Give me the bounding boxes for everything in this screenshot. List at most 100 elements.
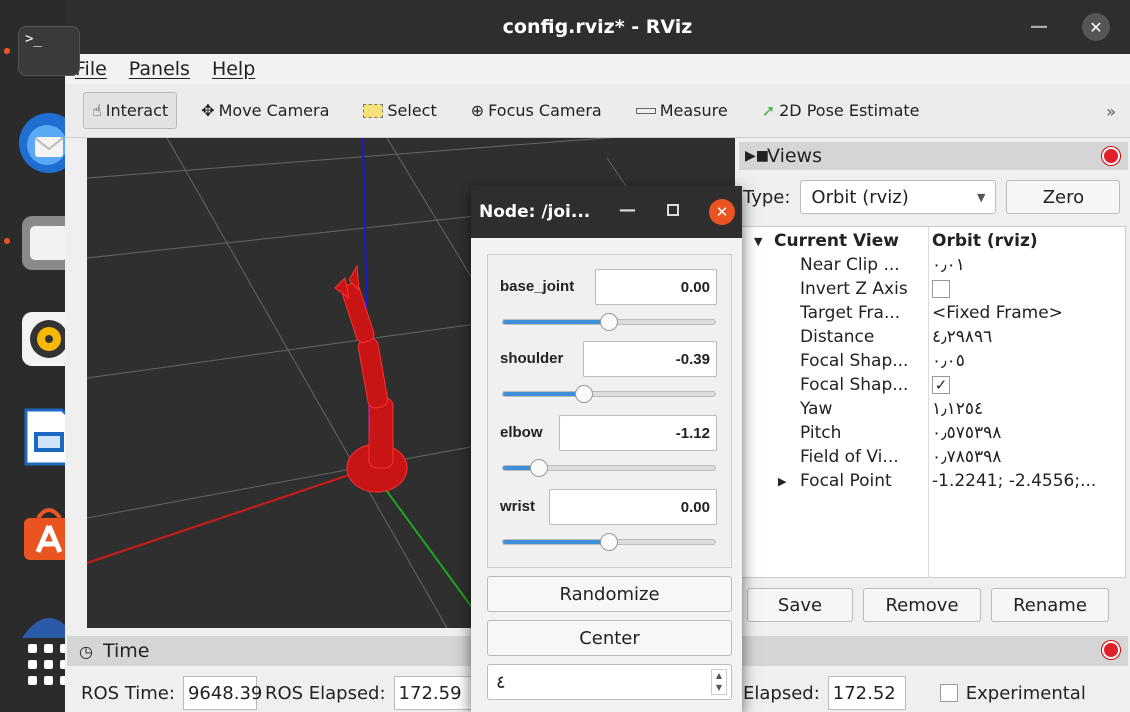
tree-key: Invert Z Axis	[800, 279, 908, 299]
tree-value[interactable]: <Fixed Frame>	[932, 303, 1063, 323]
tree-value[interactable]: ٠٫٧٨٥٣٩٨	[932, 447, 1002, 467]
chevron-down-icon: ▼	[976, 190, 986, 204]
joint-value-field[interactable]: 0.00	[595, 269, 717, 305]
software-center-icon[interactable]	[16, 500, 82, 566]
ros-time-field[interactable]: 9648.39	[182, 676, 262, 710]
experimental-checkbox[interactable]	[939, 684, 958, 702]
randomize-button[interactable]: Randomize	[487, 576, 732, 612]
tree-value[interactable]: ٠٫٠٥	[932, 351, 965, 371]
joint-slider[interactable]	[502, 533, 716, 551]
tree-key: Distance	[800, 327, 875, 347]
collapse-arrow-icon[interactable]: ▶	[778, 475, 787, 488]
dialog-close-button[interactable]: ✕	[709, 199, 735, 225]
tree-row[interactable]: Pitch ٠٫٥٧٥٣٩٨	[742, 423, 1125, 447]
checked-checkbox[interactable]: ✓	[932, 376, 950, 394]
joint-sliders-group: base_joint 0.00 shoulder -0.39 elbow -1.12 wri…	[487, 254, 732, 568]
close-button[interactable]: ✕	[1082, 13, 1110, 41]
tree-value[interactable]: Orbit (rviz)	[932, 231, 1038, 251]
time-panel-title: Time	[103, 640, 150, 662]
menu-help[interactable]: Help	[211, 58, 256, 80]
views-button-row: Save Remove Rename	[747, 588, 1109, 622]
select-box-icon	[363, 103, 384, 118]
tree-key: Target Fra...	[800, 303, 901, 323]
slider-handle[interactable]	[574, 385, 593, 403]
slider-handle[interactable]	[600, 313, 618, 331]
view-properties-tree: ▼ Current View Orbit (rviz) Near Clip ... ٠٫…	[741, 226, 1126, 578]
joint-slider[interactable]	[502, 313, 716, 331]
slider-handle[interactable]	[600, 533, 618, 551]
views-panel-close-icon[interactable]	[1102, 147, 1120, 165]
slider-handle[interactable]	[530, 459, 549, 477]
views-panel: ▶■ Views Type: Orbit (rviz) ▼ Zero ▼ Curr…	[737, 140, 1130, 630]
pose-estimate-tool-button[interactable]: ➚ 2D Pose Estimate	[761, 101, 920, 120]
view-type-label: Type:	[743, 186, 791, 208]
thunderbird-icon[interactable]	[16, 110, 82, 176]
terminal-icon[interactable]: >_	[18, 26, 80, 76]
move-camera-tool-button[interactable]: ✥ Move Camera	[201, 101, 330, 120]
joint-value-field[interactable]: -0.39	[583, 341, 717, 377]
slider-fill	[503, 540, 609, 544]
window-titlebar[interactable]: config.rviz* - RViz — ✕	[65, 0, 1130, 54]
interact-tool-button[interactable]: ☝ Interact	[83, 92, 178, 129]
time-panel-close-icon[interactable]	[1102, 641, 1120, 659]
spin-arrows-icon[interactable]: ▲ ▼	[711, 669, 727, 695]
zero-button[interactable]: Zero	[1006, 180, 1121, 214]
tree-value[interactable]: ١٫١٢٥٤	[932, 399, 984, 419]
tree-row[interactable]: Invert Z Axis	[742, 279, 1125, 303]
minimize-button[interactable]: —	[1030, 16, 1048, 37]
tree-key: Current View	[774, 231, 899, 251]
tree-value[interactable]: -1.2241; -2.4556;...	[932, 471, 1097, 491]
tree-value[interactable]: ٠٫٥٧٥٣٩٨	[932, 423, 1002, 443]
menu-file[interactable]: File	[75, 58, 107, 80]
view-type-row: Type: Orbit (rviz) ▼ Zero	[743, 180, 1121, 214]
joint-count-spinbox[interactable]: ٤ ▲ ▼	[487, 664, 732, 700]
joint-value-field[interactable]: 0.00	[549, 489, 717, 525]
dialog-minimize-button[interactable]: —	[619, 200, 636, 220]
joint-label: wrist	[500, 498, 536, 515]
measure-tool-button[interactable]: Measure	[626, 95, 738, 126]
tree-row[interactable]: Yaw ١٫١٢٥٤	[742, 399, 1125, 423]
toolbar-overflow-button[interactable]: »	[1106, 102, 1116, 121]
menu-panels[interactable]: Panels	[128, 58, 190, 80]
hand-icon: ☝	[92, 101, 102, 120]
tree-row[interactable]: ▼ Current View Orbit (rviz)	[742, 231, 1125, 255]
ros-elapsed-field[interactable]: 172.59	[393, 676, 474, 710]
joint-value-field[interactable]: -1.12	[559, 415, 717, 451]
dialog-titlebar[interactable]: Node: /joi... — ✕	[471, 186, 742, 238]
clock-icon: ◷	[79, 641, 93, 661]
ruler-icon	[635, 107, 656, 114]
tree-value[interactable]: ٤٫٢٩٨٩٦	[932, 327, 993, 347]
joint-state-publisher-dialog: Node: /joi... — ✕ base_joint 0.00 shoulder…	[471, 186, 742, 712]
remove-view-button[interactable]: Remove	[863, 588, 981, 622]
save-view-button[interactable]: Save	[747, 588, 853, 622]
tree-row[interactable]: Target Fra... <Fixed Frame>	[742, 303, 1125, 327]
tree-row[interactable]: Focal Shap... ٠٫٠٥	[742, 351, 1125, 375]
expand-arrow-icon[interactable]: ▼	[754, 235, 763, 248]
tree-column-divider	[928, 227, 929, 577]
rename-view-button[interactable]: Rename	[991, 588, 1109, 622]
camera-icon: ▶■	[745, 148, 769, 164]
joint-slider[interactable]	[502, 459, 716, 477]
files-icon[interactable]	[16, 210, 82, 276]
ros-time-label: ROS Time:	[81, 682, 175, 704]
rhythmbox-icon[interactable]	[16, 306, 82, 372]
wall-elapsed-field[interactable]: 172.52	[827, 676, 906, 710]
tree-row[interactable]: Near Clip ... ٠٫٠١	[742, 255, 1125, 279]
tree-key: Pitch	[800, 423, 842, 443]
unchecked-checkbox[interactable]	[932, 280, 950, 298]
tree-row[interactable]: ▶ Focal Point -1.2241; -2.4556;...	[742, 471, 1125, 495]
select-tool-button[interactable]: Select	[353, 95, 446, 126]
dialog-maximize-button[interactable]	[667, 204, 679, 216]
tree-value[interactable]: ٠٫٠١	[932, 255, 965, 275]
tree-key: Focal Point	[800, 471, 892, 491]
experimental-label: Experimental	[965, 682, 1086, 704]
running-indicator	[4, 238, 10, 244]
tree-row[interactable]: Focal Shap... ✓	[742, 375, 1125, 399]
center-button[interactable]: Center	[487, 620, 732, 656]
joint-slider[interactable]	[502, 385, 716, 403]
partial-app-icon[interactable]	[16, 590, 82, 656]
view-type-select[interactable]: Orbit (rviz) ▼	[800, 180, 997, 214]
focus-camera-tool-button[interactable]: ⊕ Focus Camera	[470, 101, 602, 120]
tree-row[interactable]: Distance ٤٫٢٩٨٩٦	[742, 327, 1125, 351]
tree-row[interactable]: Field of Vi... ٠٫٧٨٥٣٩٨	[742, 447, 1125, 471]
